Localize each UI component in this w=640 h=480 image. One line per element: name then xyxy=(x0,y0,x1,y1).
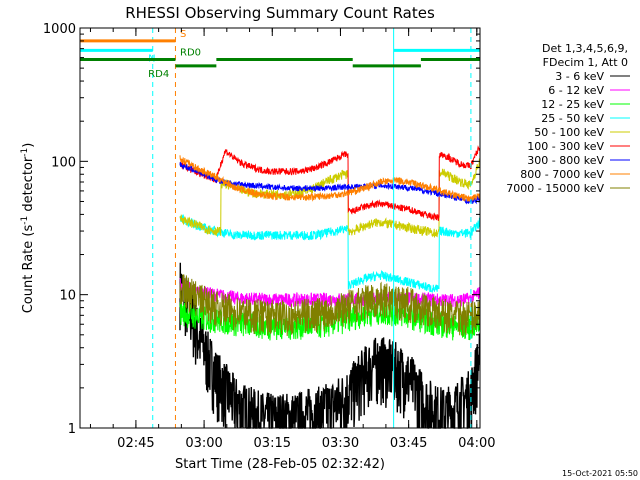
y-tick-label: 100 xyxy=(51,155,76,170)
plot-frame xyxy=(79,27,481,429)
state-bar-label: S xyxy=(180,29,186,40)
y-tick-label: 1000 xyxy=(43,22,76,37)
x-tick-label: 02:45 xyxy=(117,436,154,451)
x-tick-label: 03:15 xyxy=(254,436,291,451)
legend-header: FDecim 1, Att 0 xyxy=(543,56,628,69)
state-bars: SNRD0RD4 xyxy=(80,29,480,80)
timestamp: 15-Oct-2021 05:50 xyxy=(562,469,638,478)
legend-header: Det 1,3,4,5,6,9, xyxy=(542,42,628,55)
x-axis-label: Start Time (28-Feb-05 02:32:42) xyxy=(175,457,385,472)
series-line xyxy=(179,274,481,337)
legend-label: 12 - 25 keV xyxy=(541,98,604,111)
legend-label: 3 - 6 keV xyxy=(555,70,604,83)
legend-label: 6 - 12 keV xyxy=(548,84,604,97)
legend-label: 7000 - 15000 keV xyxy=(506,182,604,195)
legend-label: 800 - 7000 keV xyxy=(520,168,604,181)
data-layer xyxy=(179,145,481,429)
legend-label: 25 - 50 keV xyxy=(541,112,604,125)
series-line xyxy=(179,155,481,202)
x-tick-label: 04:00 xyxy=(458,436,495,451)
series-line xyxy=(179,277,481,308)
legend-label: 300 - 800 keV xyxy=(527,154,604,167)
x-tick-label: 03:45 xyxy=(390,436,427,451)
state-bar-label: RD0 xyxy=(180,48,201,59)
series-line xyxy=(179,262,481,429)
y-tick-label: 1 xyxy=(68,422,76,437)
x-tick-label: 03:30 xyxy=(322,436,359,451)
y-tick-label: 10 xyxy=(59,289,76,304)
state-bar-label: RD4 xyxy=(148,69,169,80)
y-axis-label: Count Rate (s-1 detector-1) xyxy=(20,143,36,314)
series-line xyxy=(179,214,480,293)
axes: 1 10 100 1000 02:45 03:00 03:15 03:30 03:45 04:00 xyxy=(43,22,496,451)
x-tick-label: 03:00 xyxy=(185,436,222,451)
chart-title: RHESSI Observing Summary Count Rates xyxy=(125,4,435,22)
legend: Det 1,3,4,5,6,9,FDecim 1, Att 03 - 6 keV… xyxy=(506,42,630,195)
legend-label: 100 - 300 keV xyxy=(527,140,604,153)
legend-label: 50 - 100 keV xyxy=(534,126,604,139)
series-line xyxy=(179,145,481,222)
